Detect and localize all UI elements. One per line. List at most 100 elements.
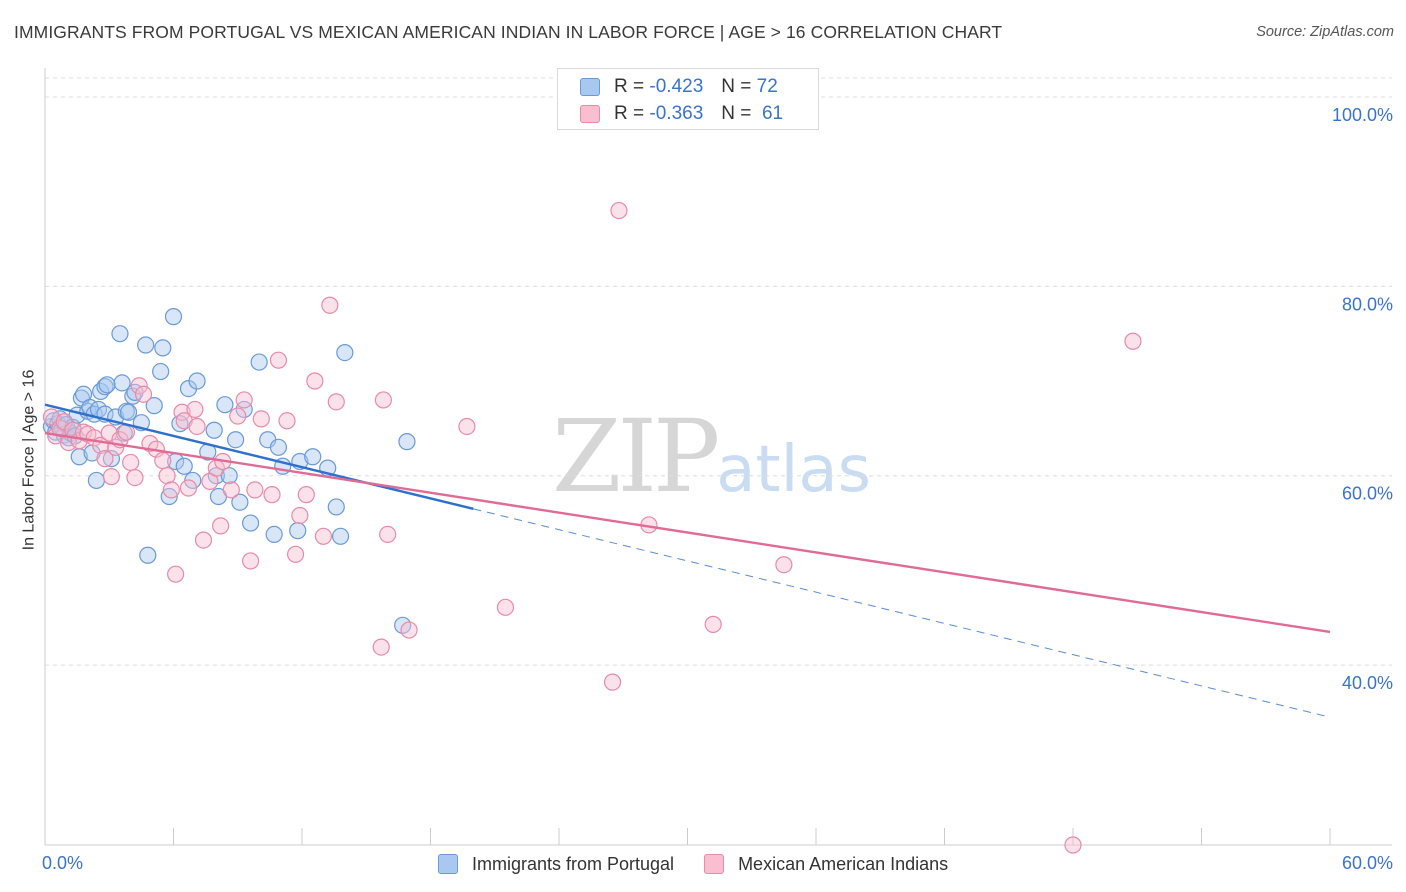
mexican-point xyxy=(374,391,392,409)
correlation-legend: R = -0.423 N = 72 R = -0.363 N = 61 xyxy=(557,68,819,130)
portugal-point xyxy=(188,372,206,390)
mexican-point xyxy=(775,556,793,574)
mexican-point xyxy=(314,527,333,545)
mexican-n-label: N = xyxy=(721,103,752,124)
mexican-point xyxy=(496,598,515,616)
mexican-point xyxy=(306,372,324,390)
mexican-r-value: -0.363 xyxy=(649,103,704,124)
mexican-point xyxy=(96,450,114,468)
portugal-point xyxy=(154,339,172,357)
mexican-point xyxy=(242,552,260,570)
mexican-point xyxy=(212,517,230,535)
portugal-n-label: N = xyxy=(721,76,752,97)
y-tick-label: 100.0% xyxy=(1332,105,1393,125)
mexican-point xyxy=(1124,332,1142,350)
portugal-point xyxy=(98,376,116,394)
mexican-point xyxy=(1064,836,1082,854)
portugal-point xyxy=(102,450,120,468)
portugal-point xyxy=(327,498,345,516)
portugal-trend-extension xyxy=(473,508,1331,718)
x-tick-label-max: 60.0% xyxy=(1342,853,1393,873)
grid-layer xyxy=(45,77,1392,666)
portugal-r-label: R = xyxy=(614,76,645,97)
portugal-n-value: 72 xyxy=(756,76,778,97)
mexican-point xyxy=(122,453,140,472)
portugal-point xyxy=(235,400,253,419)
mexican-trend-line xyxy=(44,431,1331,634)
y-tick-label: 40.0% xyxy=(1342,673,1393,693)
axis-layer xyxy=(44,68,1392,846)
source-credit: Source: ZipAtlas.com xyxy=(1256,24,1394,40)
mexican-point xyxy=(158,467,176,485)
portugal-point xyxy=(137,336,155,354)
mexican-point xyxy=(100,424,118,442)
portugal-point xyxy=(216,396,234,414)
chart-title: IMMIGRANTS FROM PORTUGAL VS MEXICAN AMER… xyxy=(14,22,1003,42)
portugal-trend-line xyxy=(44,403,474,511)
mexican-point xyxy=(154,451,172,470)
portugal-point xyxy=(175,457,193,475)
legend-row-mexican: R = -0.363 N = 61 xyxy=(580,102,783,126)
legend-portugal-label: Immigrants from Portugal xyxy=(472,853,675,874)
mexican-point xyxy=(278,412,296,430)
portugal-point xyxy=(304,448,322,466)
portugal-point xyxy=(227,431,245,449)
mexican-point xyxy=(134,385,153,403)
tick-label-layer: 40.0% 60.0% 80.0% 100.0% 0.0% 60.0% xyxy=(42,105,1393,873)
legend-portugal-swatch xyxy=(438,854,458,874)
x-tick-label-min: 0.0% xyxy=(42,853,83,873)
portugal-swatch xyxy=(580,78,600,96)
mexican-point xyxy=(126,468,144,487)
mexican-point xyxy=(194,531,213,549)
portugal-point xyxy=(231,493,249,511)
portugal-point xyxy=(111,325,129,343)
mexican-point xyxy=(102,468,120,486)
mexican-point xyxy=(400,621,418,639)
portugal-point xyxy=(113,374,131,392)
series-legend: Immigrants from Portugal Mexican America… xyxy=(438,851,978,877)
y-axis-label: In Labor Force | Age > 16 xyxy=(20,369,37,551)
points-layer xyxy=(42,201,1142,854)
portugal-r-value: -0.423 xyxy=(649,76,704,97)
mexican-point xyxy=(246,481,264,499)
mexican-point xyxy=(229,407,247,425)
portugal-point xyxy=(87,471,106,490)
portugal-point xyxy=(242,514,260,532)
portugal-point xyxy=(331,527,350,545)
mexican-point xyxy=(321,296,339,314)
portugal-point xyxy=(269,438,288,456)
mexican-point xyxy=(610,201,628,220)
mexican-point xyxy=(130,377,148,395)
portugal-point xyxy=(139,546,157,564)
mexican-point xyxy=(252,410,270,428)
mexican-n-value: 61 xyxy=(761,103,784,124)
mexican-point xyxy=(162,481,180,499)
portugal-point xyxy=(152,362,170,381)
mexican-point xyxy=(235,391,253,409)
mexican-point xyxy=(704,615,722,633)
legend-mexican-swatch xyxy=(704,854,725,874)
mexican-point xyxy=(372,638,390,656)
portugal-point xyxy=(398,433,416,451)
mexican-point xyxy=(188,417,206,436)
mexican-swatch xyxy=(580,105,600,123)
mexican-r-label: R = xyxy=(614,103,645,124)
legend-row-portugal: R = -0.423 N = 72 xyxy=(580,75,778,99)
mexican-point xyxy=(222,481,240,499)
portugal-point xyxy=(145,397,163,415)
portugal-point xyxy=(220,467,238,485)
portugal-point xyxy=(119,403,138,421)
legend-item-portugal[interactable]: Immigrants from Portugal xyxy=(438,854,674,875)
mexican-point xyxy=(286,545,305,563)
legend-mexican-label: Mexican American Indians xyxy=(738,853,949,874)
mexican-point xyxy=(327,393,345,411)
mexican-point xyxy=(458,417,476,436)
legend-item-mexican[interactable]: Mexican American Indians xyxy=(704,854,948,875)
y-axis-label-wrap: In Labor Force | Age > 16 xyxy=(14,240,44,680)
portugal-point xyxy=(336,344,354,362)
watermark: ZIPatlas xyxy=(552,398,871,515)
mexican-point xyxy=(269,351,288,369)
portugal-point xyxy=(265,525,283,544)
portugal-point xyxy=(205,421,223,439)
